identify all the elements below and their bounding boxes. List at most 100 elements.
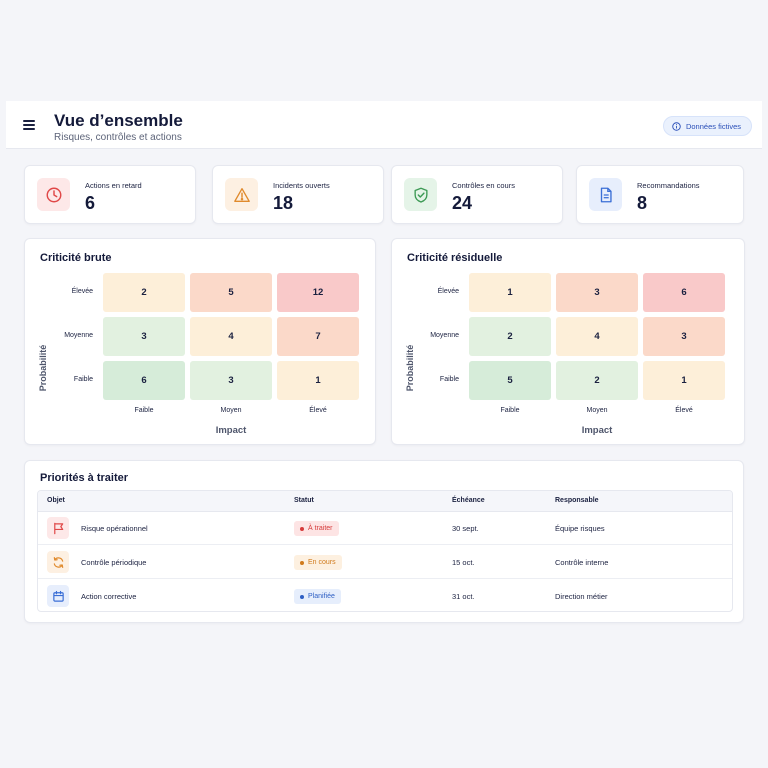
- status-label: Planifiée: [308, 593, 335, 600]
- matrix-cell[interactable]: 2: [103, 273, 185, 312]
- page-title: Vue d’ensemble: [54, 111, 183, 130]
- row-object: Contrôle périodique: [81, 558, 147, 567]
- shield-check-icon: [413, 187, 428, 203]
- kpi-card-overdue-actions[interactable]: Actions en retard 6: [24, 165, 196, 224]
- x-axis-title: Impact: [581, 425, 613, 436]
- row-icon-box: [47, 517, 69, 539]
- refresh-icon: [53, 556, 63, 568]
- column-label: Élevé: [309, 407, 327, 414]
- row-label: Faible: [439, 376, 459, 383]
- table-row[interactable]: Risque opérationnel À traiter 30 sept. É…: [38, 512, 732, 545]
- row-due: 30 sept.: [452, 524, 479, 533]
- matrix-cell[interactable]: 5: [190, 273, 272, 312]
- column-header-owner: Responsable: [555, 497, 599, 504]
- matrix-cell[interactable]: 3: [643, 317, 725, 356]
- info-icon: [672, 121, 681, 131]
- warning-icon: [233, 187, 250, 202]
- kpi-label: Incidents ouverts: [273, 181, 330, 190]
- data-badge-label: Données fictives: [685, 121, 741, 131]
- kpi-card-open-incidents[interactable]: Incidents ouverts 18: [212, 165, 384, 224]
- kpi-icon-box: [37, 178, 70, 211]
- column-label: Faible: [134, 407, 154, 414]
- status-dot: [300, 560, 304, 565]
- kpi-value: 8: [637, 193, 648, 213]
- column-header-object: Objet: [47, 497, 65, 504]
- row-label: Moyenne: [64, 332, 93, 339]
- data-badge[interactable]: Données fictives: [662, 116, 752, 136]
- kpi-value: 6: [85, 193, 96, 213]
- top-bar: Vue d’ensemble Risques, contrôles et act…: [6, 101, 762, 149]
- y-axis-title: Probabilité: [405, 344, 415, 392]
- matrix-cell[interactable]: 12: [277, 273, 359, 312]
- kpi-icon-box: [225, 178, 258, 211]
- matrix-title: Criticité brute: [40, 252, 112, 264]
- row-object: Risque opérationnel: [81, 524, 148, 533]
- column-label: Élevé: [675, 407, 693, 414]
- row-label: Faible: [73, 376, 93, 383]
- row-due: 31 oct.: [452, 592, 475, 601]
- matrix-cell[interactable]: 2: [556, 361, 638, 400]
- matrix-cell[interactable]: 3: [190, 361, 272, 400]
- matrix-cell[interactable]: 2: [469, 317, 551, 356]
- kpi-icon-box: [404, 178, 437, 211]
- priorities-title: Priorités à traiter: [40, 472, 129, 484]
- row-owner: Contrôle interne: [555, 558, 609, 567]
- y-axis-title: Probabilité: [38, 344, 48, 392]
- row-label: Moyenne: [430, 332, 459, 339]
- kpi-label: Actions en retard: [85, 181, 142, 190]
- kpi-card-controls-in-progress[interactable]: Contrôles en cours 24: [391, 165, 563, 224]
- row-due: 15 oct.: [452, 558, 475, 567]
- matrix-card-residual: Criticité résiduelle Probabilité Élevée 1…: [391, 238, 745, 445]
- matrix-title: Criticité résiduelle: [407, 252, 503, 264]
- matrix-cell[interactable]: 4: [556, 317, 638, 356]
- status-badge: À traiter: [294, 521, 339, 536]
- menu-icon[interactable]: [23, 120, 35, 130]
- priorities-card: Priorités à traiter Objet Statut Échéanc…: [24, 460, 744, 623]
- matrix-cell[interactable]: 1: [277, 361, 359, 400]
- row-label: Élevée: [71, 288, 93, 295]
- kpi-value: 18: [273, 193, 294, 213]
- row-object: Action corrective: [81, 592, 137, 601]
- matrix-cell[interactable]: 3: [556, 273, 638, 312]
- matrix-cell[interactable]: 4: [190, 317, 272, 356]
- priorities-table: Objet Statut Échéance Responsable Risque…: [37, 490, 733, 612]
- kpi-label: Contrôles en cours: [452, 181, 515, 190]
- matrix-card-gross: Criticité brute Probabilité Élevée 2 5 12 Mo…: [24, 238, 376, 445]
- page-subtitle: Risques, contrôles et actions: [54, 132, 182, 143]
- status-badge: Planifiée: [294, 589, 341, 604]
- column-label: Faible: [500, 407, 520, 414]
- status-label: À traiter: [308, 525, 333, 532]
- column-label: Moyen: [220, 407, 242, 414]
- matrix-cell[interactable]: 5: [469, 361, 551, 400]
- column-label: Moyen: [586, 407, 608, 414]
- matrix-cell[interactable]: 6: [643, 273, 725, 312]
- matrix-cell[interactable]: 1: [469, 273, 551, 312]
- row-owner: Équipe risques: [555, 524, 605, 533]
- matrix-cell[interactable]: 1: [643, 361, 725, 400]
- calendar-icon: [52, 590, 64, 602]
- row-icon-box: [47, 551, 69, 573]
- matrix-cell[interactable]: 7: [277, 317, 359, 356]
- table-row[interactable]: Contrôle périodique En cours 15 oct. Con…: [38, 546, 732, 579]
- document-icon: [600, 187, 612, 202]
- status-dot: [300, 594, 304, 599]
- table-header: Objet Statut Échéance Responsable: [38, 491, 732, 512]
- x-axis-title: Impact: [215, 425, 247, 436]
- matrix-cell[interactable]: 6: [103, 361, 185, 400]
- matrix-cell[interactable]: 3: [103, 317, 185, 356]
- status-label: En cours: [308, 559, 336, 566]
- table-row[interactable]: Action corrective Planifiée 31 oct. Dire…: [38, 580, 732, 611]
- row-icon-box: [47, 585, 69, 607]
- status-dot: [300, 526, 304, 531]
- kpi-icon-box: [589, 178, 622, 211]
- kpi-label: Recommandations: [637, 181, 700, 190]
- clock-icon: [46, 187, 61, 202]
- flag-icon: [53, 522, 63, 534]
- kpi-value: 24: [452, 193, 473, 213]
- status-badge: En cours: [294, 555, 342, 570]
- kpi-card-recommendations[interactable]: Recommandations 8: [576, 165, 744, 224]
- row-label: Élevée: [437, 288, 459, 295]
- row-owner: Direction métier: [555, 592, 608, 601]
- column-header-due: Échéance: [452, 497, 485, 504]
- column-header-status: Statut: [294, 497, 314, 504]
